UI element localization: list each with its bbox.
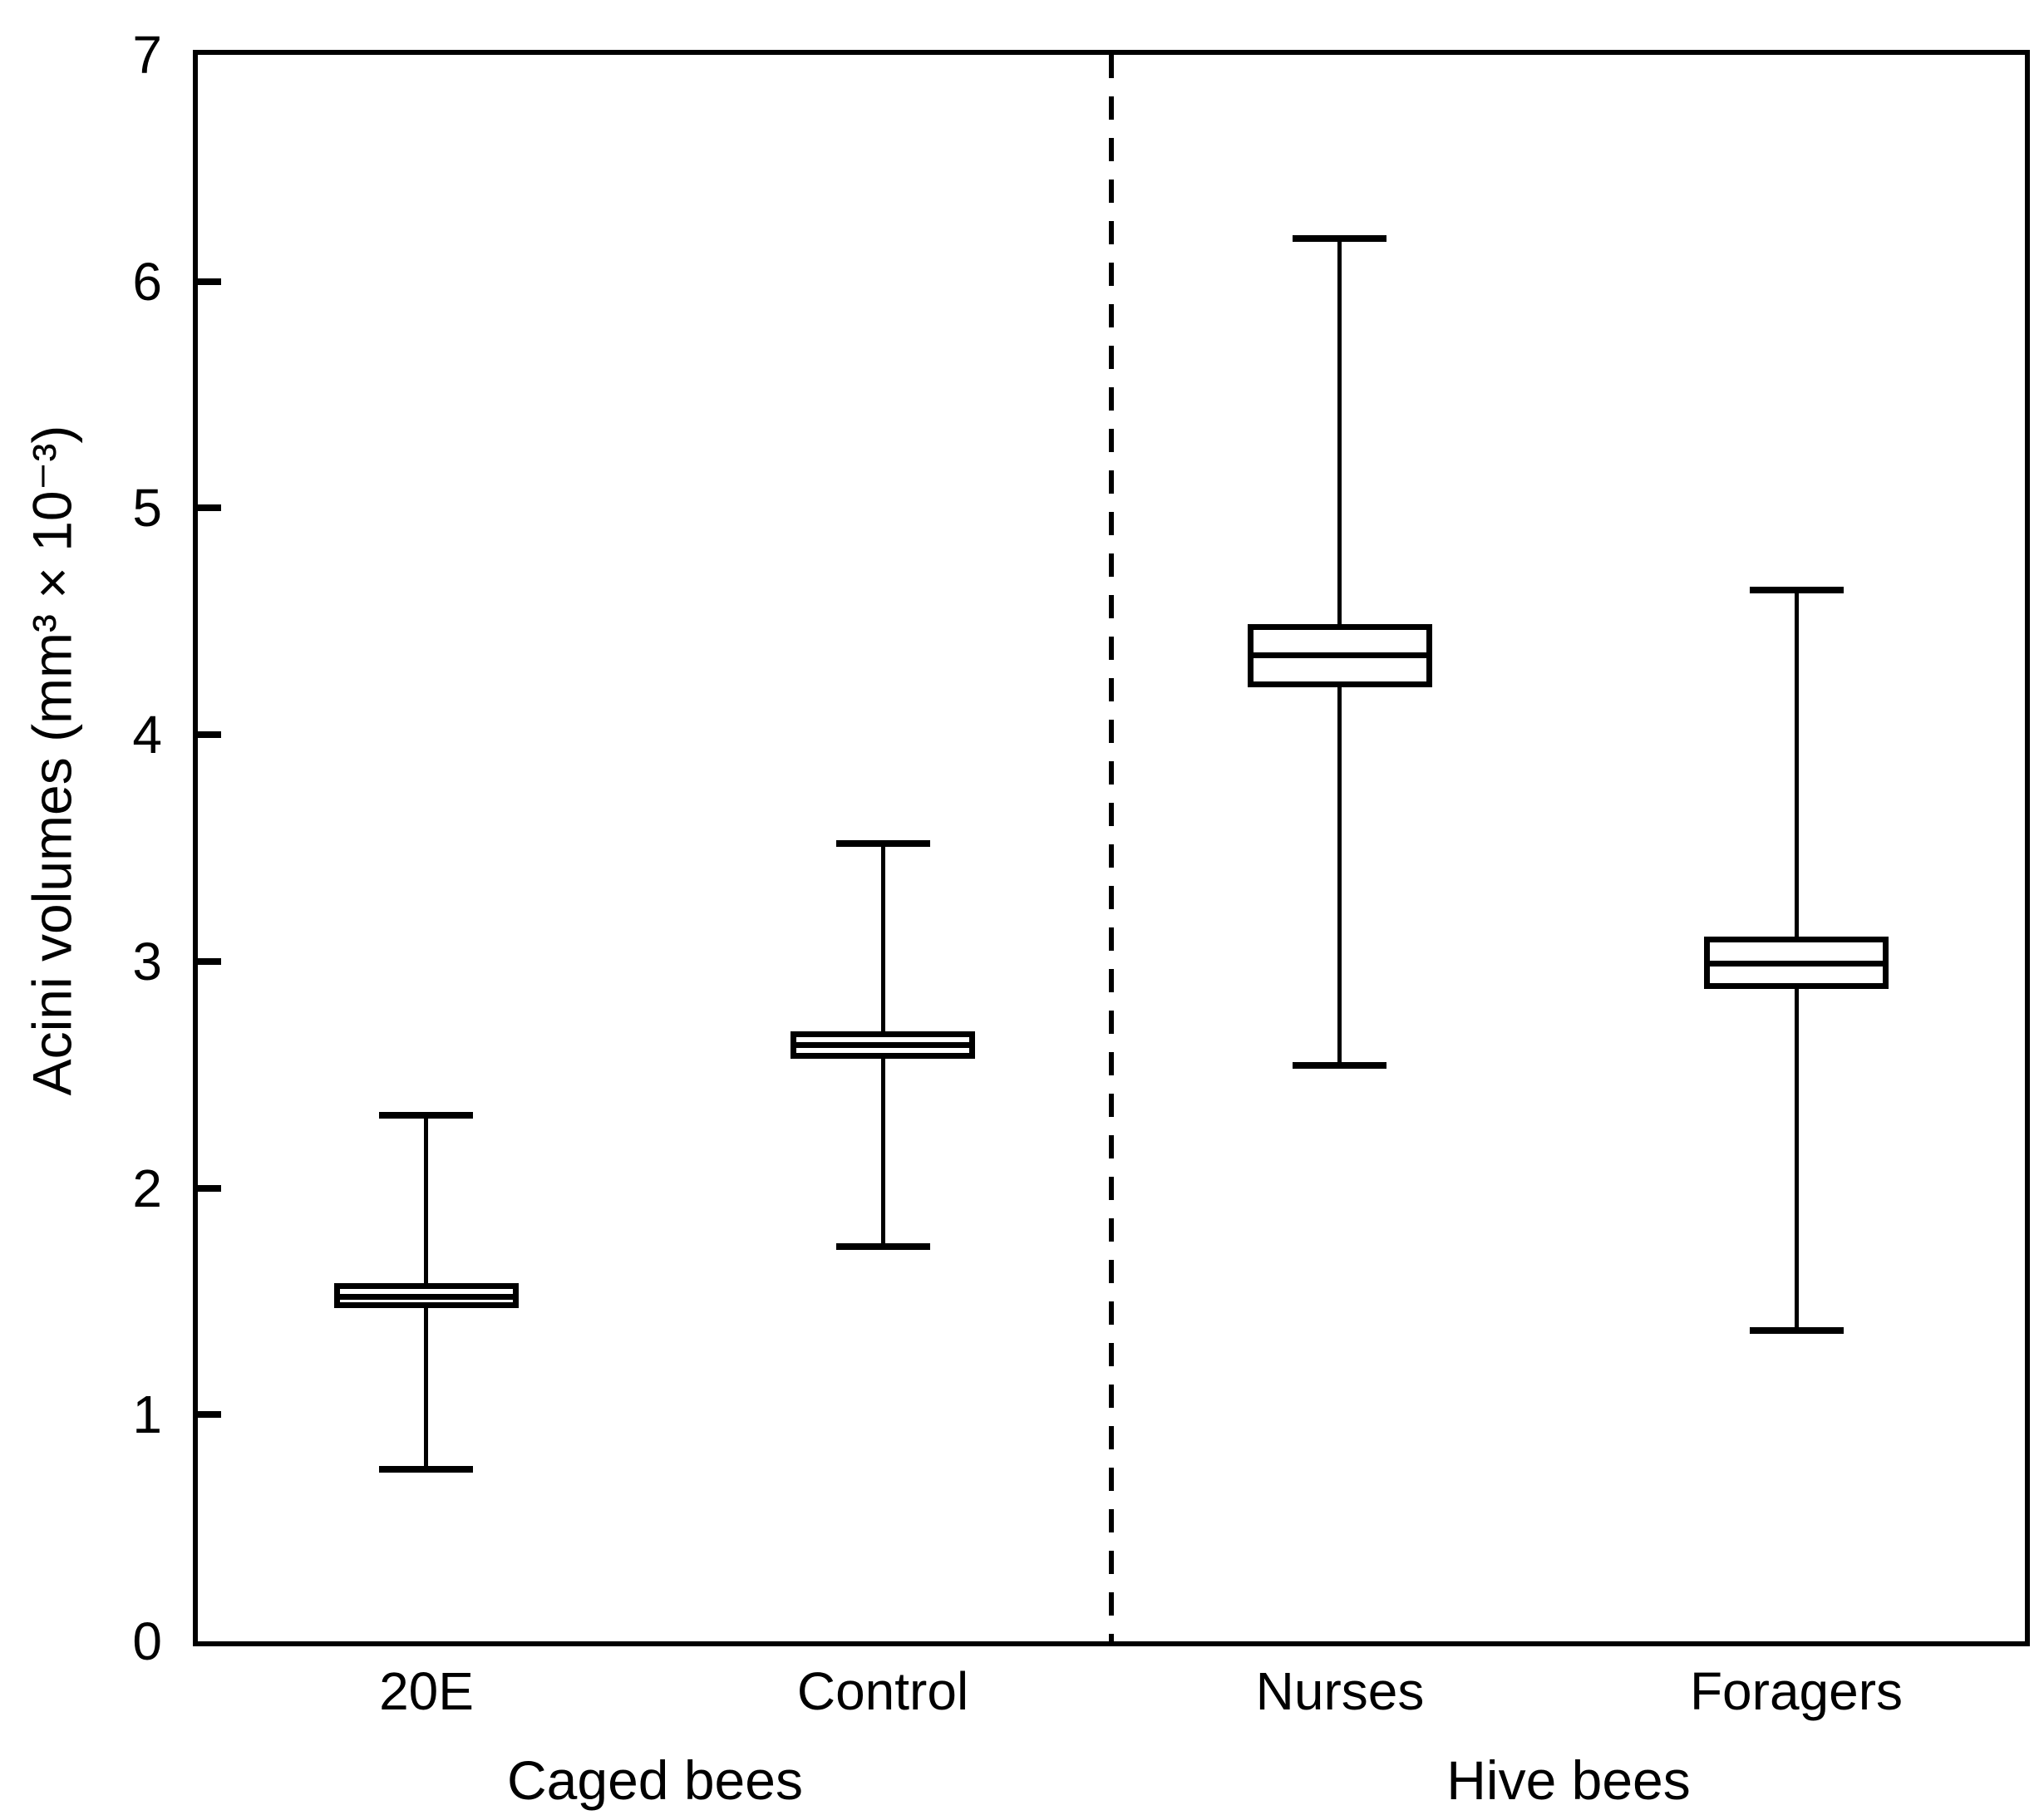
whisker-cap-top-20e <box>379 1112 473 1119</box>
y-tick-label: 2 <box>132 1158 162 1218</box>
y-tick-label: 0 <box>132 1611 162 1671</box>
median-control <box>791 1042 975 1048</box>
whisker-upper-nurses <box>1337 239 1342 624</box>
y-axis-tick <box>198 504 221 511</box>
y-axis-tick <box>198 958 221 965</box>
whisker-cap-bottom-control <box>836 1243 930 1250</box>
y-axis-tick <box>198 1185 221 1192</box>
y-axis-tick <box>198 1411 221 1418</box>
y-axis-tick <box>198 278 221 285</box>
whisker-lower-control <box>881 1059 885 1247</box>
whisker-cap-top-nurses <box>1293 235 1386 242</box>
whisker-lower-foragers <box>1795 989 1799 1331</box>
plot-area <box>193 50 2030 1646</box>
y-tick-label: 7 <box>132 25 162 85</box>
whisker-upper-foragers <box>1795 590 1799 937</box>
y-axis-tick <box>198 731 221 738</box>
x-category-label-foragers: Foragers <box>1689 1661 1904 1721</box>
y-tick-label: 5 <box>132 478 162 538</box>
group-label-caged-bees: Caged bees <box>507 1749 803 1811</box>
x-category-label-20e: 20E <box>379 1661 474 1721</box>
x-category-label-nurses: Nurses <box>1255 1661 1425 1721</box>
group-label-hive-bees: Hive bees <box>1446 1749 1691 1811</box>
whisker-upper-control <box>881 844 885 1031</box>
whisker-cap-bottom-foragers <box>1750 1327 1844 1334</box>
x-category-label-control: Control <box>796 1661 969 1721</box>
whisker-lower-nurses <box>1337 687 1342 1065</box>
whisker-upper-20e <box>424 1115 428 1283</box>
median-nurses <box>1248 652 1432 658</box>
whisker-cap-bottom-nurses <box>1293 1062 1386 1069</box>
median-foragers <box>1704 961 1889 967</box>
y-tick-label: 1 <box>132 1385 162 1444</box>
y-tick-label: 6 <box>132 252 162 312</box>
whisker-cap-bottom-20e <box>379 1466 473 1473</box>
y-tick-label: 3 <box>132 932 162 991</box>
whisker-cap-top-foragers <box>1750 587 1844 593</box>
group-divider-dashed-line <box>1109 55 1114 1641</box>
whisker-lower-20e <box>424 1308 428 1469</box>
median-20e <box>334 1294 519 1300</box>
y-tick-label: 4 <box>132 705 162 765</box>
whisker-cap-top-control <box>836 840 930 847</box>
